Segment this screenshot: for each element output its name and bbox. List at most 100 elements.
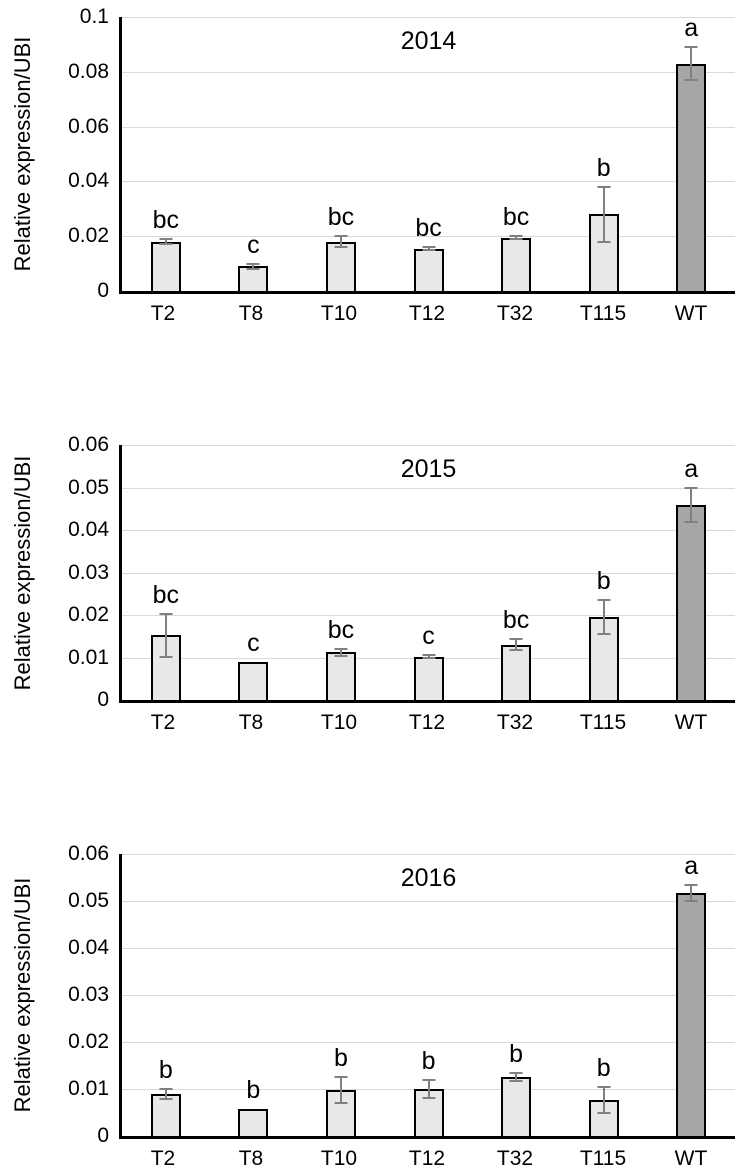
y-tick-label: 0.03 bbox=[68, 983, 109, 1006]
error-cap-bottom bbox=[159, 243, 173, 246]
error-cap-top bbox=[684, 46, 698, 49]
bar-T12 bbox=[413, 656, 444, 700]
x-tick-label-T8: T8 bbox=[238, 302, 264, 325]
x-tick-labels: T2 T8 T10 T12 T32 T115 WT bbox=[119, 703, 735, 735]
x-tick-label-T2: T2 bbox=[150, 1147, 176, 1170]
y-tick-label: 0 bbox=[97, 279, 109, 302]
error-bar-T8 bbox=[252, 264, 255, 269]
bar-WT bbox=[676, 63, 707, 291]
gridline bbox=[122, 615, 735, 616]
x-tick-label-WT: WT bbox=[674, 711, 708, 734]
x-tick-label-T12: T12 bbox=[408, 711, 446, 734]
x-tick-label-T2: T2 bbox=[150, 711, 176, 734]
bar-T8 bbox=[238, 661, 269, 700]
error-bar-T10 bbox=[339, 1077, 342, 1103]
error-bar-T12 bbox=[427, 654, 430, 659]
category-slot-T10: bc bbox=[297, 17, 385, 291]
sig-letter-T12: c bbox=[422, 621, 435, 650]
category-slot-T32: b bbox=[472, 854, 560, 1136]
error-cap-top bbox=[509, 235, 523, 238]
gridline bbox=[122, 530, 735, 531]
bar-T8 bbox=[238, 266, 269, 291]
x-tick-label-T8: T8 bbox=[238, 1147, 264, 1170]
error-cap-bottom bbox=[597, 1111, 611, 1114]
error-cap-bottom bbox=[246, 267, 260, 270]
error-bar-T12 bbox=[427, 247, 430, 250]
error-cap-top bbox=[334, 648, 348, 650]
y-tick-label: 0.05 bbox=[68, 475, 109, 499]
y-tick-label: 0.05 bbox=[68, 889, 109, 912]
error-cap-bottom bbox=[509, 237, 523, 240]
sig-letter-WT: a bbox=[684, 14, 699, 43]
bar-WT bbox=[676, 893, 707, 1136]
sig-letter-T115: b bbox=[596, 567, 611, 596]
plot-area-2016: Relative expression/UBI 2016 0 0.01 0.02 0.… bbox=[10, 842, 735, 1147]
x-tick-label-T12: T12 bbox=[408, 302, 446, 325]
error-bar-T115 bbox=[602, 186, 605, 242]
error-bar-T115 bbox=[602, 1087, 605, 1113]
error-cap-top bbox=[246, 263, 260, 266]
y-axis-title: Relative expression/UBI bbox=[10, 877, 35, 1113]
error-cap-top bbox=[597, 1086, 611, 1089]
category-slot-T2: bc bbox=[122, 445, 210, 700]
x-tick-label-T115: T115 bbox=[579, 1147, 627, 1170]
x-tick-label-T32: T32 bbox=[496, 711, 534, 734]
bar-T2 bbox=[150, 1094, 181, 1136]
x-tick-label-WT: WT bbox=[674, 1147, 708, 1170]
error-cap-bottom bbox=[684, 79, 698, 82]
error-cap-bottom bbox=[159, 1098, 173, 1101]
x-tick-label-T10: T10 bbox=[320, 711, 358, 734]
error-cap-top bbox=[422, 1078, 436, 1081]
y-tick-label: 0.03 bbox=[68, 560, 109, 584]
category-slot-WT: a bbox=[647, 854, 735, 1136]
error-cap-bottom bbox=[159, 655, 173, 658]
sig-letter-T32: bc bbox=[502, 203, 530, 232]
sig-letter-T32: b bbox=[509, 1039, 524, 1068]
error-cap-top bbox=[684, 486, 698, 489]
gridline bbox=[122, 901, 735, 902]
sig-letter-T12: bc bbox=[415, 214, 442, 243]
error-bar-T115 bbox=[602, 600, 605, 635]
chart-title: 2015 bbox=[400, 455, 457, 483]
x-tick-label-T10: T10 bbox=[320, 1147, 358, 1170]
gridline bbox=[122, 71, 735, 73]
gridline bbox=[122, 487, 735, 489]
bars: b b b b b b a bbox=[122, 854, 735, 1136]
sig-letter-T32: bc bbox=[502, 606, 530, 635]
error-cap-top bbox=[509, 638, 523, 641]
gridline bbox=[122, 995, 735, 996]
category-slot-T12: bc bbox=[385, 17, 473, 291]
sig-letter-T8: c bbox=[247, 231, 260, 260]
plot-area-2014: Relative expression/UBI 2014 0 0.02 0.04 0.… bbox=[10, 5, 735, 302]
gridline bbox=[122, 948, 735, 949]
gridline bbox=[122, 854, 735, 855]
error-bar-T32 bbox=[515, 236, 518, 239]
chart-title: 2014 bbox=[400, 27, 457, 55]
category-slot-T32: bc bbox=[472, 445, 560, 700]
y-tick-label: 0.02 bbox=[68, 224, 109, 248]
x-tick-labels: T2 T8 T10 T12 T32 T115 WT bbox=[119, 1139, 735, 1171]
y-tick-label: 0.1 bbox=[79, 5, 109, 28]
error-cap-bottom bbox=[684, 900, 698, 902]
gridline bbox=[122, 17, 735, 18]
sig-letter-T8: c bbox=[247, 628, 260, 657]
error-bar-T2 bbox=[164, 1089, 167, 1100]
category-slot-T8: c bbox=[210, 445, 298, 700]
error-cap-top bbox=[684, 884, 698, 887]
error-cap-bottom bbox=[334, 1101, 348, 1104]
category-slot-T2: bc bbox=[122, 17, 210, 291]
y-tick-label: 0.04 bbox=[68, 936, 109, 959]
error-cap-bottom bbox=[422, 248, 436, 251]
error-bar-T10 bbox=[339, 649, 342, 656]
x-tick-label-T32: T32 bbox=[496, 302, 534, 325]
chart-2015: Relative expression/UBI 2015 0 0.01 0.02 0.… bbox=[10, 433, 735, 735]
error-bar-T12 bbox=[427, 1079, 430, 1099]
bar-T2 bbox=[150, 241, 181, 291]
bar-T32 bbox=[501, 237, 532, 291]
bar-T2 bbox=[150, 635, 181, 700]
bar-T10 bbox=[325, 241, 356, 291]
gridline bbox=[122, 572, 735, 574]
sig-letter-T10: bc bbox=[327, 203, 355, 232]
y-tick-label: 0.06 bbox=[68, 842, 109, 865]
error-cap-top bbox=[422, 246, 436, 249]
